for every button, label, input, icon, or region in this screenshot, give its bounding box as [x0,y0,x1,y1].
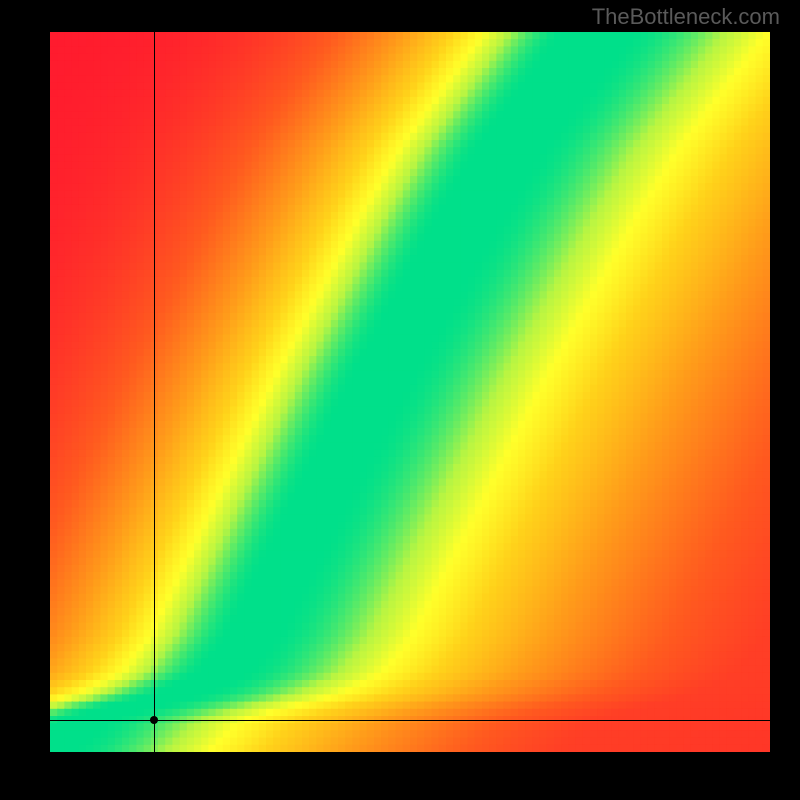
heatmap-plot [50,32,770,752]
crosshair-dot [150,716,158,724]
watermark-text: TheBottleneck.com [592,4,780,30]
heatmap-canvas [50,32,770,752]
crosshair-vertical [154,32,155,752]
